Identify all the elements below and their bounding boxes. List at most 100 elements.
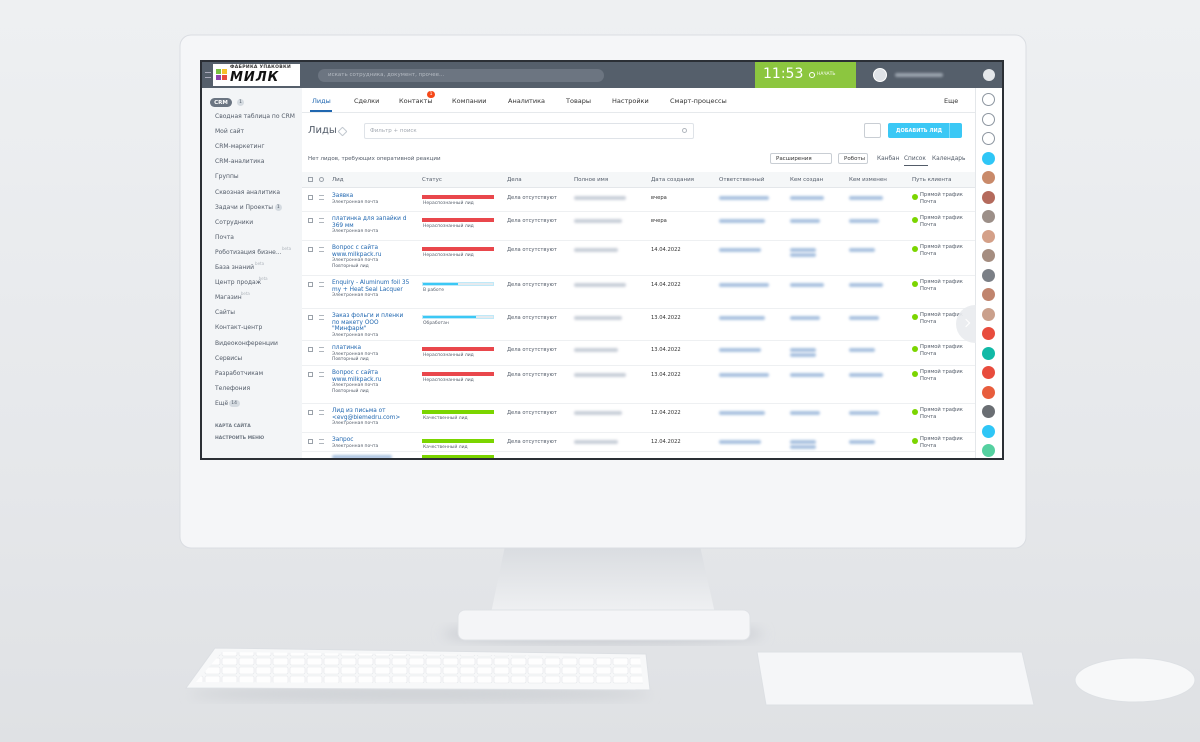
- blurred-text: [790, 439, 816, 444]
- filter-input[interactable]: Фильтр + поиск: [364, 123, 694, 139]
- lead-link[interactable]: Вопрос с сайта www.milkpack.ru: [332, 370, 382, 383]
- sidebar-item[interactable]: CRM: [210, 98, 232, 107]
- sidebar-footer-link[interactable]: НАСТРОИТЬ МЕНЮ: [215, 436, 265, 441]
- toolbar-button[interactable]: Расширения: [770, 153, 832, 164]
- tab[interactable]: Товары: [566, 97, 592, 105]
- settings-button[interactable]: [864, 123, 881, 138]
- sidebar-item[interactable]: База знаний: [215, 264, 255, 271]
- sidebar-item[interactable]: Сервисы: [215, 354, 243, 362]
- sidebar-item[interactable]: Сквозная аналитика: [215, 188, 281, 196]
- rail-icon[interactable]: [982, 307, 995, 321]
- column-header[interactable]: Кем создан: [790, 177, 824, 183]
- rail-icon[interactable]: [982, 327, 995, 340]
- next-arrow[interactable]: [956, 305, 976, 343]
- rail-icon[interactable]: [982, 405, 995, 418]
- sidebar-item[interactable]: Сайты: [215, 309, 235, 317]
- sidebar-item[interactable]: Центр продаж: [215, 279, 262, 287]
- rail-icon[interactable]: [982, 93, 995, 106]
- add-button[interactable]: ДОБАВИТЬ ЛИД: [888, 123, 962, 138]
- sidebar-item[interactable]: Видеоконференции: [215, 339, 278, 347]
- toolbar-button[interactable]: Роботы: [838, 153, 868, 164]
- column-header[interactable]: Дела: [507, 177, 522, 183]
- column-header[interactable]: Ответственный: [719, 177, 765, 183]
- status-label: Нераспознанный лид: [423, 224, 474, 229]
- column-header[interactable]: Статус: [422, 177, 442, 183]
- tab[interactable]: Смарт-процессы: [670, 97, 727, 105]
- row-checkbox[interactable]: [308, 347, 313, 352]
- lead-link[interactable]: платинка: [332, 345, 362, 351]
- row-checkbox[interactable]: [308, 282, 313, 287]
- path-cell: Прямой трафик Почта: [920, 279, 964, 292]
- status-progress: [422, 372, 494, 376]
- lead-link[interactable]: Заявка: [332, 193, 354, 199]
- sidebar-item[interactable]: Задачи и Проекты: [215, 203, 274, 211]
- rail-icon[interactable]: [982, 190, 995, 204]
- rail-icon[interactable]: [982, 249, 995, 262]
- lead-source: Электронная почта: [332, 258, 379, 264]
- row-checkbox[interactable]: [308, 218, 313, 223]
- lead-link[interactable]: Вопрос с сайта www.milkpack.ru: [332, 245, 382, 258]
- tab[interactable]: Еще: [944, 97, 959, 105]
- sidebar-item[interactable]: Сотрудники: [215, 218, 254, 226]
- path-source: Прямой трафик: [920, 279, 963, 285]
- sidebar-item[interactable]: Разработчикам: [215, 369, 264, 377]
- rail-icon[interactable]: [982, 151, 995, 165]
- sidebar-item[interactable]: Сводная таблица по CRM: [215, 113, 295, 120]
- sidebar-badge: 14: [228, 400, 240, 408]
- tab[interactable]: Сделки: [354, 97, 380, 105]
- tab[interactable]: Контакты: [399, 97, 433, 105]
- sidebar-item[interactable]: Почта: [215, 233, 234, 241]
- status-progress: [422, 439, 494, 443]
- sidebar-item[interactable]: Роботизация бизне...: [215, 248, 282, 256]
- rail-icon[interactable]: [982, 385, 995, 399]
- lead-link[interactable]: Enquiry - Aluminum foil 35 my + Heat Sea…: [332, 280, 410, 293]
- row-checkbox[interactable]: [308, 439, 313, 444]
- column-header[interactable]: Дата создания: [651, 177, 694, 183]
- rail-icon[interactable]: [982, 210, 995, 223]
- tab[interactable]: Лиды: [312, 97, 331, 105]
- lead-link[interactable]: Заказ фольги и пленки по макету ООО "Мин…: [332, 313, 404, 333]
- row-checkbox[interactable]: [308, 247, 313, 252]
- rail-icon[interactable]: [982, 112, 995, 126]
- rail-icon[interactable]: [982, 229, 995, 243]
- rail-icon[interactable]: [982, 268, 995, 282]
- sidebar-footer-link[interactable]: КАРТА САЙТА: [215, 424, 251, 429]
- lead-cell: Вопрос с сайта www.milkpack.ru Электронна…: [332, 245, 412, 269]
- search-input[interactable]: искать сотрудника, документ, прочее...: [318, 69, 604, 82]
- column-header[interactable]: Путь клиента: [912, 177, 952, 183]
- sidebar-item[interactable]: Группы: [215, 173, 239, 181]
- rail-icon[interactable]: [982, 171, 995, 184]
- row-checkbox[interactable]: [308, 372, 313, 377]
- row-checkbox[interactable]: [308, 410, 313, 415]
- view-switch[interactable]: Календарь: [932, 156, 966, 162]
- lead-link[interactable]: платинка для запайки d 369 мм: [332, 216, 407, 229]
- row-checkbox[interactable]: [308, 315, 313, 320]
- view-switch[interactable]: Список: [904, 156, 926, 162]
- column-header[interactable]: Лид: [332, 177, 344, 183]
- tab[interactable]: Настройки: [612, 97, 649, 105]
- rail-icon[interactable]: [982, 288, 995, 301]
- rail-icon[interactable]: [982, 346, 995, 360]
- sidebar-item[interactable]: Ещё: [215, 399, 229, 407]
- lead-link[interactable]: Запрос: [332, 437, 354, 443]
- lead-link[interactable]: Лид из письма от <evg@biemedru.com>: [332, 408, 401, 421]
- sidebar-item[interactable]: Контакт-центр: [215, 324, 263, 332]
- row-checkbox[interactable]: [308, 195, 313, 200]
- column-header[interactable]: Полное имя: [574, 177, 609, 183]
- tab[interactable]: Компании: [452, 97, 487, 105]
- sidebar-item[interactable]: CRM-аналитика: [215, 158, 265, 166]
- sidebar-item[interactable]: Магазин: [215, 294, 242, 302]
- tab[interactable]: Аналитика: [508, 97, 545, 105]
- column-header[interactable]: Кем изменен: [849, 177, 887, 183]
- start-button[interactable]: НАЧАТЬ: [817, 72, 836, 77]
- rail-icon[interactable]: [982, 132, 995, 145]
- rail-icon[interactable]: [982, 424, 995, 438]
- rail-icon[interactable]: [982, 444, 995, 457]
- rail-icon[interactable]: [982, 366, 995, 379]
- sidebar-item[interactable]: Мой сайт: [215, 128, 245, 136]
- view-switch[interactable]: Канбан: [877, 156, 900, 162]
- sidebar-item[interactable]: Телефония: [215, 384, 251, 392]
- sidebar-item[interactable]: CRM-маркетинг: [215, 143, 265, 151]
- screen: ФАБРИКА УПАКОВКИ МИЛК искать сотрудника, д…: [202, 62, 1002, 458]
- row-menu: [319, 195, 324, 200]
